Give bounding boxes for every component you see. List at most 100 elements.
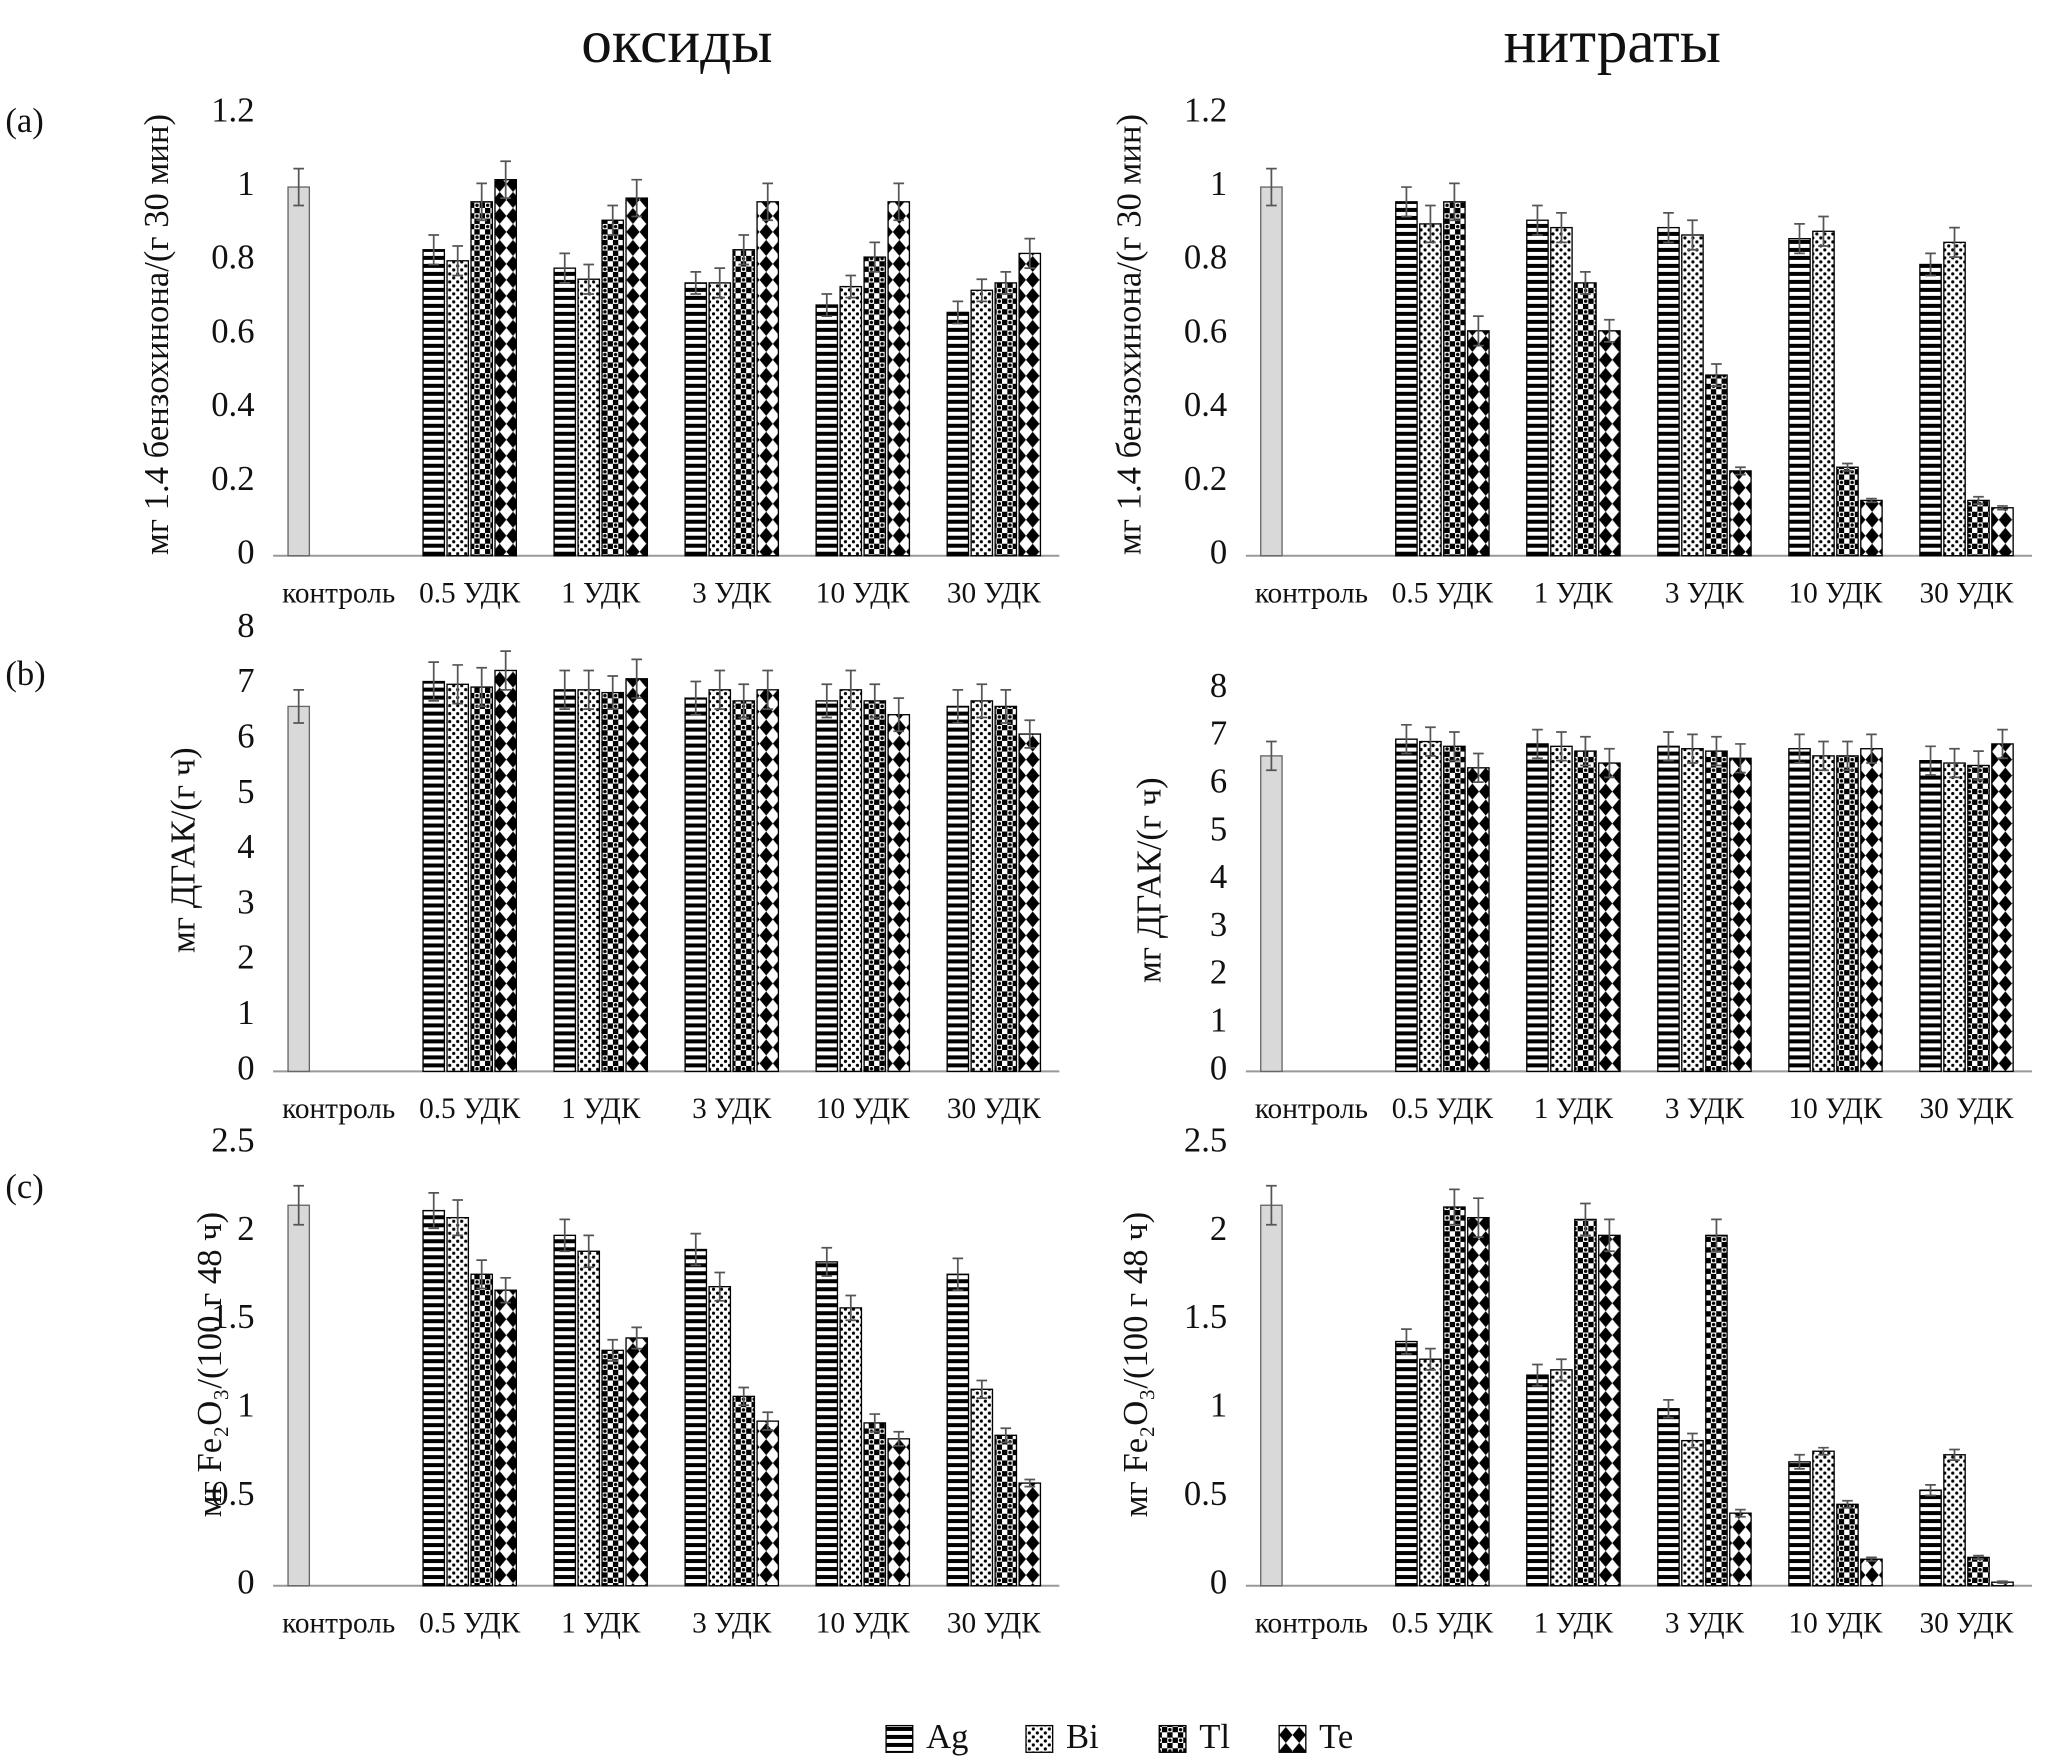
error-bar (1401, 723, 1412, 755)
bar (1681, 1439, 1704, 1587)
x-tick-label: контроль (1255, 1607, 1368, 1639)
bar (1260, 186, 1283, 557)
bar (422, 680, 446, 1073)
y-tick-label: 2 (237, 939, 254, 977)
error-bar (583, 1234, 595, 1269)
bar (1467, 1216, 1490, 1587)
bar (553, 1234, 577, 1587)
legend-label: Tl (1199, 1718, 1230, 1756)
x-tick-label: 3 УДК (692, 1607, 772, 1639)
bar (863, 1422, 887, 1587)
error-bar (1949, 1448, 1960, 1461)
error-bar (1973, 495, 1984, 505)
bar (1681, 748, 1704, 1073)
bar (887, 1438, 911, 1587)
x-tick-label: контроль (282, 1093, 395, 1125)
bar (1550, 226, 1573, 557)
x-tick-label: контроль (1255, 577, 1368, 609)
y-tick-label: 3 (237, 883, 254, 921)
bar (887, 714, 911, 1073)
error-bar (1580, 1202, 1591, 1237)
error-bar (738, 234, 750, 266)
error-bar (1735, 743, 1746, 774)
x-tick-label: 1 УДК (561, 577, 641, 609)
bar (470, 686, 494, 1073)
bar (994, 282, 1018, 557)
error-bar (1997, 505, 2008, 511)
error-bar (428, 1192, 440, 1230)
legend-swatch (1158, 1724, 1187, 1753)
bar (1705, 1234, 1728, 1587)
y-tick-label: 5 (237, 773, 254, 811)
error-bar (1449, 182, 1460, 222)
x-tick-label: 30 УДК (947, 577, 1041, 609)
x-tick-label: 10 УДК (816, 577, 910, 609)
bar (446, 260, 470, 557)
error-bar (1473, 1197, 1484, 1238)
y-tick-label: 0.4 (211, 386, 254, 424)
error-bar (952, 300, 964, 325)
bar (1788, 1461, 1811, 1587)
bar (708, 282, 732, 557)
error-bar (293, 1184, 305, 1226)
bar (1705, 374, 1728, 557)
bar (1526, 219, 1549, 557)
bar (1657, 745, 1680, 1073)
bar (1526, 1374, 1549, 1587)
error-bar (976, 278, 988, 303)
bar (1860, 499, 1883, 557)
error-bar (1842, 740, 1853, 772)
y-tick-label: 2 (1210, 1210, 1227, 1248)
x-tick-label: 0.5 УДК (419, 1093, 521, 1125)
error-bar (500, 160, 512, 199)
error-bar (1735, 1508, 1746, 1518)
bar (1419, 223, 1442, 557)
x-tick-label: 3 УДК (692, 1093, 772, 1125)
bar (1991, 507, 2014, 557)
error-bar (1556, 1358, 1567, 1382)
bar (1395, 201, 1418, 557)
error-bar (631, 1326, 643, 1350)
bar (1395, 738, 1418, 1073)
error-bar (1449, 731, 1460, 762)
bar (1443, 745, 1466, 1073)
bar (1967, 764, 1990, 1073)
bar (970, 1388, 994, 1587)
y-tick-label: 0.8 (1184, 239, 1227, 277)
error-bar (1000, 270, 1012, 295)
error-bar (1818, 215, 1829, 247)
bar (1550, 745, 1573, 1073)
bar (1419, 1358, 1442, 1587)
error-bar (893, 1430, 905, 1447)
y-axis-label: мг 1.4 бензохинона/(г 30 мин) (138, 114, 176, 555)
bar (1943, 762, 1966, 1073)
bar (601, 1349, 625, 1587)
error-bar (559, 252, 571, 284)
x-tick-label: 30 УДК (1920, 1607, 2014, 1639)
y-tick-label: 0.2 (1184, 460, 1227, 498)
error-bar (1532, 728, 1543, 760)
y-tick-label: 1 (237, 165, 254, 203)
bar (446, 1216, 470, 1587)
bar (601, 691, 625, 1073)
bar (422, 1209, 446, 1587)
error-bar (1532, 1363, 1543, 1387)
bar (994, 1434, 1018, 1587)
bar (863, 700, 887, 1073)
error-bar (1266, 1184, 1277, 1226)
x-tick-label: контроль (1255, 1093, 1368, 1125)
error-bar (452, 245, 464, 277)
error-bar (1711, 363, 1722, 387)
bar (1729, 470, 1752, 557)
bar (494, 1289, 517, 1587)
bar (1395, 1340, 1418, 1587)
bar (815, 700, 839, 1073)
bar (1467, 767, 1490, 1073)
error-bar (1866, 497, 1877, 504)
bar (970, 700, 994, 1073)
error-bar (452, 664, 464, 705)
bar (1443, 1206, 1466, 1587)
bar (1598, 1234, 1621, 1587)
error-bar (1925, 745, 1936, 776)
y-tick-label: 7 (1210, 715, 1227, 753)
